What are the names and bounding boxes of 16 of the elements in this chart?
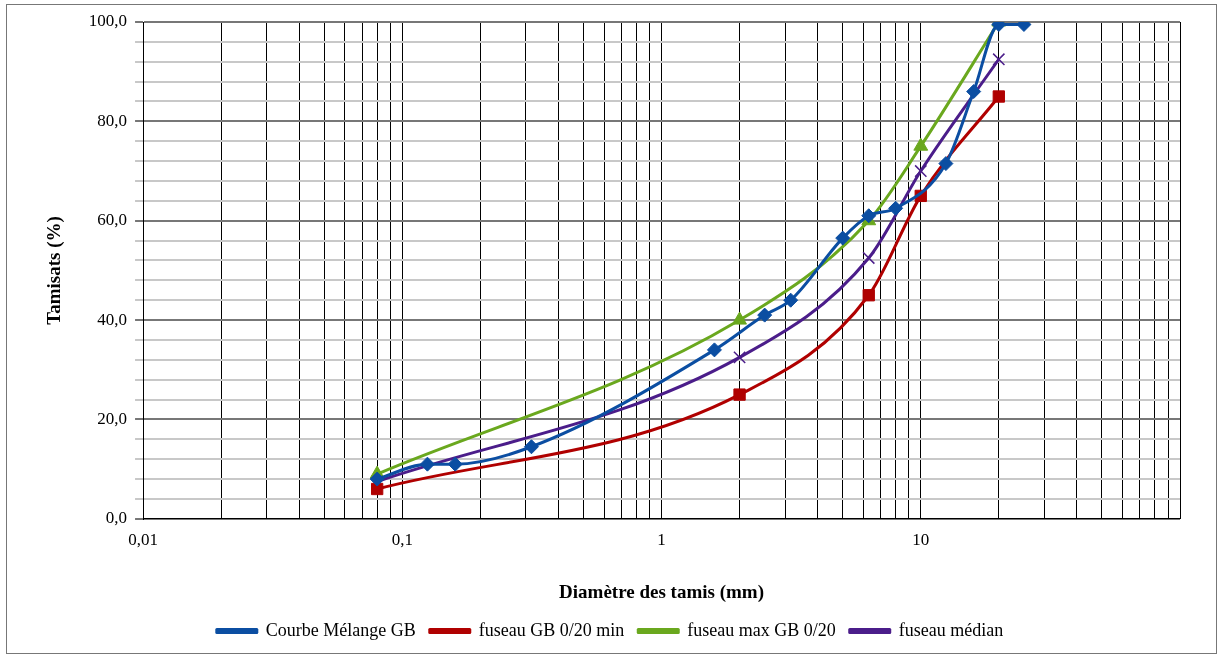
- x-tick-label: 1: [657, 530, 666, 550]
- y-axis-title: Tamisats (%): [43, 216, 66, 325]
- legend-label: fuseau max GB 0/20: [687, 619, 836, 640]
- x-axis-title: Diamètre des tamis (mm): [559, 580, 764, 603]
- y-tick-label: 60,0: [97, 210, 128, 230]
- legend-label: fuseau médian: [898, 619, 1004, 640]
- legend-label: fuseau GB 0/20 min: [478, 619, 625, 640]
- y-tick-label: 40,0: [97, 309, 128, 329]
- y-tick-label: 20,0: [97, 408, 128, 428]
- y-tick-label: 100,0: [88, 11, 128, 31]
- y-tick-label: 80,0: [97, 110, 128, 130]
- x-tick-label: 0,01: [128, 530, 158, 550]
- y-tick-label: 0,0: [105, 508, 128, 528]
- x-tick-label: 0,1: [391, 530, 413, 550]
- legend-label: Courbe Mélange GB: [265, 619, 416, 640]
- x-tick-label: 10: [912, 530, 930, 550]
